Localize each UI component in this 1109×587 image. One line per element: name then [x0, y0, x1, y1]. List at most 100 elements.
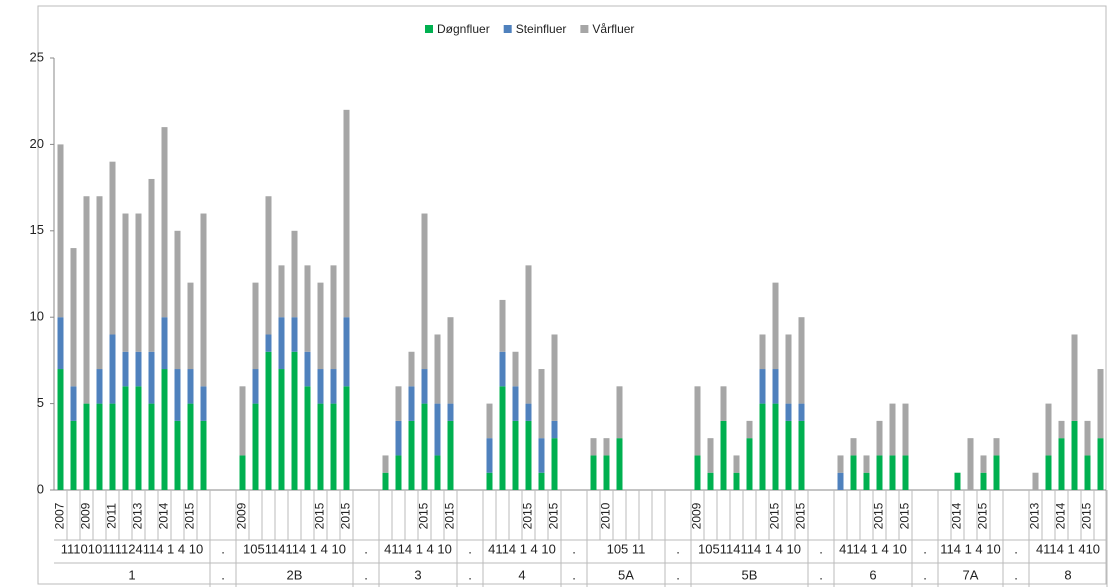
bar-segment [96, 196, 103, 370]
bar-segment [694, 386, 701, 456]
bar-segment [317, 369, 324, 404]
bar-segment [889, 455, 896, 490]
bar-segment [967, 438, 974, 490]
x-code-label: 114 1 4 10 [940, 541, 1000, 556]
x-year-label: 2015 [1080, 502, 1094, 529]
bar-segment [707, 438, 714, 473]
separator: . [221, 567, 225, 582]
bar-segment [252, 369, 259, 404]
bar-segment [252, 282, 259, 370]
x-code-label: 4114 1 410 [1036, 541, 1100, 556]
bar-segment [83, 403, 90, 490]
bar-segment [525, 420, 532, 490]
separator: . [221, 541, 225, 556]
bar-segment [161, 317, 168, 370]
bar-segment [512, 351, 519, 387]
separator: . [1014, 541, 1018, 556]
bar-segment [278, 369, 285, 490]
bar-segment [252, 403, 259, 490]
bar-segment [798, 403, 805, 421]
bar-segment [317, 403, 324, 490]
legend-swatch [580, 25, 589, 33]
bar-segment [434, 455, 441, 490]
bar-segment [187, 369, 194, 404]
bar-segment [798, 420, 805, 490]
bar-segment [447, 317, 454, 404]
separator: . [819, 541, 823, 556]
bar-segment [148, 178, 155, 352]
bar-segment [850, 455, 857, 490]
bar-segment [525, 265, 532, 404]
x-group-label: 1 [128, 567, 135, 582]
bar-segment [837, 455, 844, 473]
bar-segment [330, 369, 337, 404]
bar-segment [174, 230, 181, 370]
bar-segment [1084, 455, 1091, 490]
x-year-label: 2015 [794, 502, 808, 529]
bar-segment [733, 455, 740, 473]
bar-segment [863, 455, 870, 473]
bar-segment [590, 455, 597, 490]
bar-segment [434, 334, 441, 404]
bar-segment [70, 420, 77, 490]
bar-segment [96, 369, 103, 404]
bar-segment [759, 334, 766, 370]
separator: . [1014, 567, 1018, 582]
bar-segment [746, 420, 753, 439]
separator: . [572, 567, 576, 582]
bar-segment [122, 213, 129, 352]
bar-segment [603, 455, 610, 490]
x-year-label: 2015 [547, 502, 561, 529]
bar-segment [330, 403, 337, 490]
bar-segment [603, 438, 610, 456]
legend-label: Vårfluer [592, 22, 634, 36]
x-code-label: 4114 1 4 10 [488, 541, 556, 556]
bar-segment [343, 317, 350, 387]
bar-segment [239, 455, 246, 490]
x-year-label: 2015 [768, 502, 782, 529]
y-tick-label: 15 [30, 222, 44, 237]
legend-swatch [425, 25, 433, 33]
x-code-label: 105114114 1 4 10 [698, 541, 801, 556]
bar-segment [187, 282, 194, 370]
separator: . [468, 567, 472, 582]
chart-frame [37, 5, 1107, 585]
bar-segment [551, 438, 558, 490]
bar-segment [278, 265, 285, 318]
x-year-label: 2009 [235, 502, 249, 529]
bar-segment [291, 351, 298, 490]
bar-segment [486, 403, 493, 439]
x-code-label: 111010111124114 1 4 10 [61, 541, 203, 556]
bar-segment [980, 455, 987, 473]
x-year-label: 2015 [521, 502, 535, 529]
bar-segment [174, 369, 181, 421]
x-group-label: 6 [869, 567, 876, 582]
bar-segment [538, 438, 545, 473]
y-tick-label: 10 [30, 309, 44, 324]
bar-segment [161, 127, 168, 318]
x-year-label: 2015 [183, 502, 197, 529]
separator: . [468, 541, 472, 556]
x-year-label: 2007 [53, 502, 67, 529]
bar-segment [1058, 438, 1065, 490]
bar-segment [343, 109, 350, 318]
bar-segment [772, 282, 779, 370]
bar-segment [538, 369, 545, 439]
bar-segment [109, 161, 116, 335]
bar-segment [1045, 455, 1052, 490]
bar-segment [616, 386, 623, 439]
bar-segment [980, 472, 987, 490]
bar-segment [850, 438, 857, 456]
bar-segment [57, 317, 64, 370]
bar-segment [993, 455, 1000, 490]
x-year-label: 2010 [599, 502, 613, 529]
y-tick-label: 25 [30, 49, 44, 64]
x-year-label: 2011 [105, 503, 119, 529]
legend-label: Døgnfluer [437, 22, 490, 36]
bar-segment [785, 334, 792, 404]
bar-segment [265, 334, 272, 352]
bar-segment [499, 386, 506, 490]
x-year-label: 2015 [898, 502, 912, 529]
legend-swatch [503, 25, 512, 33]
